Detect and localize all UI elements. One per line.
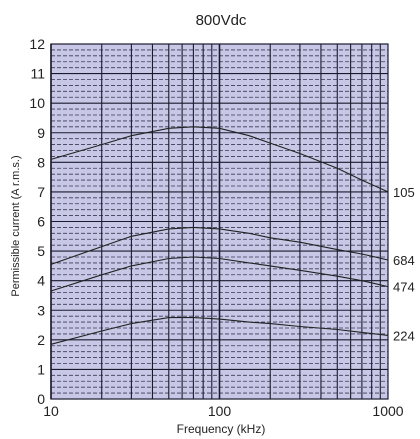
y-tick-label: 9 xyxy=(37,125,45,141)
series-line-684 xyxy=(50,226,389,265)
y-tick-label: 12 xyxy=(29,36,45,52)
y-tick-label: 1 xyxy=(37,361,45,377)
y-tick-label: 8 xyxy=(37,154,45,170)
series-line-474 xyxy=(50,256,389,292)
series-labels: 105 684 474 224 xyxy=(393,185,415,343)
x-axis-label: Frequency (kHz) xyxy=(177,422,266,436)
y-tick-label: 0 xyxy=(37,391,45,407)
x-tick-label: 1000 xyxy=(372,403,403,419)
series-label-105: 105 xyxy=(393,185,415,200)
series-label-224: 224 xyxy=(393,328,415,343)
series-line-224 xyxy=(50,317,389,345)
y-tick-label: 6 xyxy=(37,214,45,230)
y-tick-label: 7 xyxy=(37,184,45,200)
grid-lines xyxy=(50,43,388,400)
series-label-474: 474 xyxy=(393,280,415,295)
series-line-105 xyxy=(50,126,389,193)
chart-title: 800Vdc xyxy=(196,12,247,29)
y-tick-label: 10 xyxy=(29,95,45,111)
y-tick-label: 4 xyxy=(37,273,45,289)
y-tick-label: 11 xyxy=(30,66,45,82)
x-tick-label: 100 xyxy=(208,403,232,419)
y-tick-label: 5 xyxy=(37,243,45,259)
series-label-684: 684 xyxy=(393,253,415,268)
y-tick-label: 2 xyxy=(37,332,45,348)
y-tick-label: 3 xyxy=(37,302,45,318)
y-axis-label: Permissible current (A r.m.s.) xyxy=(10,155,22,296)
x-tick-label: 10 xyxy=(43,403,59,419)
data-series xyxy=(50,126,389,345)
